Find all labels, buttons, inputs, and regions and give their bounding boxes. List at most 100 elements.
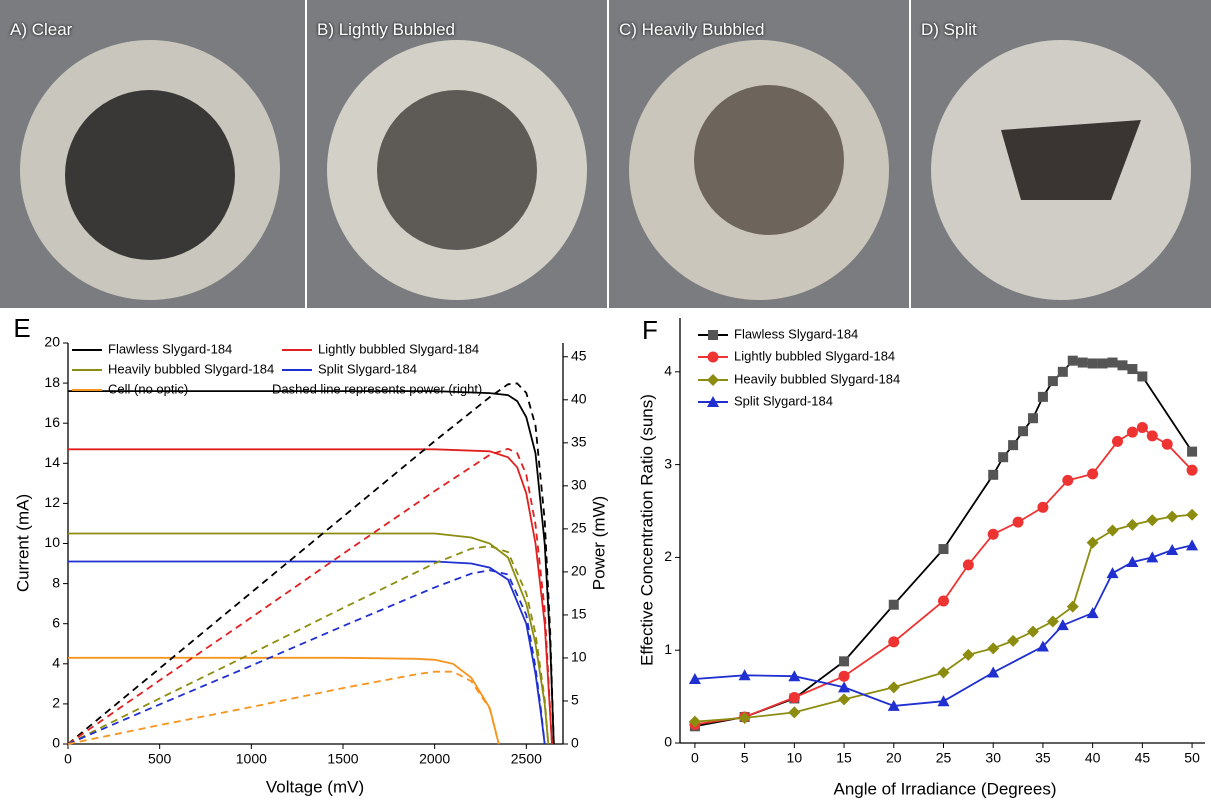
marker [1037, 502, 1048, 513]
marker [707, 374, 719, 386]
x-tick-label: 10 [787, 750, 803, 766]
marker [1162, 439, 1173, 450]
y2-tick-label: 25 [571, 520, 587, 536]
y-tick-label: 16 [44, 414, 60, 430]
marker [988, 529, 999, 540]
y2-tick-label: 10 [571, 649, 587, 665]
marker [839, 656, 849, 666]
marker [1087, 537, 1099, 549]
x-tick-label: 0 [64, 751, 72, 767]
marker [1078, 358, 1088, 368]
marker [987, 666, 999, 677]
marker [1187, 447, 1197, 457]
y-tick-label: 18 [44, 374, 60, 390]
marker [1028, 413, 1038, 423]
legend-label: Split Slygard-184 [318, 361, 417, 376]
charts: 0500100015002000250002468101214161820051… [0, 0, 1211, 800]
marker [1147, 430, 1158, 441]
y2-tick-label: 20 [571, 563, 587, 579]
marker [889, 600, 899, 610]
marker [998, 452, 1008, 462]
x-tick-label: 0 [691, 750, 699, 766]
marker [1117, 360, 1127, 370]
marker [938, 544, 948, 554]
y2-tick-label: 40 [571, 390, 587, 406]
marker [1013, 517, 1024, 528]
marker [1137, 371, 1147, 381]
marker [987, 642, 999, 654]
annotation: Dashed line represents power (right) [272, 381, 482, 396]
y-tick-label: 4 [52, 655, 60, 671]
y-tick-label: 1 [664, 641, 672, 657]
marker [1087, 607, 1099, 618]
x-tick-label: 35 [1035, 750, 1051, 766]
marker [708, 330, 718, 340]
x-tick-label: 1000 [236, 751, 267, 767]
y-tick-label: 10 [44, 534, 60, 550]
marker [1007, 635, 1019, 647]
marker [1008, 440, 1018, 450]
marker [1068, 356, 1078, 366]
legend-label: Split Slygard-184 [734, 393, 833, 408]
marker [1112, 436, 1123, 447]
marker [839, 671, 850, 682]
marker [1186, 539, 1198, 550]
marker [1146, 551, 1158, 562]
marker [1187, 465, 1198, 476]
x-tick-label: 20 [886, 750, 902, 766]
y-axis-label: Effective Concentration Ratio (suns) [637, 394, 656, 666]
x-axis-label: Angle of Irradiance (Degrees) [833, 779, 1056, 798]
x-tick-label: 50 [1184, 750, 1200, 766]
y-tick-label: 2 [52, 695, 60, 711]
marker [1137, 422, 1148, 433]
x-tick-label: 45 [1135, 750, 1151, 766]
marker [888, 681, 900, 693]
data-line [695, 428, 1192, 725]
data-line [68, 562, 545, 745]
x-tick-label: 2500 [511, 751, 542, 767]
x-tick-label: 15 [836, 750, 852, 766]
marker [1127, 427, 1138, 438]
marker [1018, 426, 1028, 436]
x-tick-label: 30 [985, 750, 1001, 766]
y-axis-label: Current (mA) [13, 494, 32, 592]
marker [1146, 514, 1158, 526]
marker [1107, 525, 1119, 537]
y-tick-label: 8 [52, 574, 60, 590]
y-tick-label: 12 [44, 494, 60, 510]
power-line [68, 546, 548, 744]
legend-label: Flawless Slygard-184 [734, 326, 858, 341]
y-tick-label: 0 [664, 734, 672, 750]
legend-label: Heavily bubbled Slygard-184 [734, 371, 900, 386]
marker [1127, 364, 1137, 374]
y2-tick-label: 5 [571, 692, 579, 708]
y-tick-label: 14 [44, 454, 60, 470]
marker [838, 693, 850, 705]
x-tick-label: 5 [741, 750, 749, 766]
marker [963, 559, 974, 570]
y-tick-label: 6 [52, 614, 60, 630]
y2-tick-label: 0 [571, 735, 579, 751]
marker [1088, 358, 1098, 368]
y-tick-label: 4 [664, 363, 672, 379]
power-line [68, 672, 499, 744]
y2-tick-label: 15 [571, 606, 587, 622]
x-tick-label: 2000 [419, 751, 450, 767]
y2-tick-label: 45 [571, 347, 587, 363]
page: A) Clear B) Lightly Bubbled C) Heavily B… [0, 0, 1211, 800]
legend-label: Cell (no optic) [108, 381, 188, 396]
y2-axis-label: Power (mW) [589, 496, 608, 590]
marker [888, 636, 899, 647]
marker [789, 692, 800, 703]
x-tick-label: 25 [936, 750, 952, 766]
y2-tick-label: 35 [571, 434, 587, 450]
x-tick-label: 500 [148, 751, 172, 767]
power-line [68, 449, 552, 744]
marker [1087, 468, 1098, 479]
x-tick-label: 1500 [327, 751, 358, 767]
legend-label: Flawless Slygard-184 [108, 341, 232, 356]
y2-tick-label: 30 [571, 477, 587, 493]
marker [938, 596, 949, 607]
marker [1108, 358, 1118, 368]
marker [1038, 392, 1048, 402]
